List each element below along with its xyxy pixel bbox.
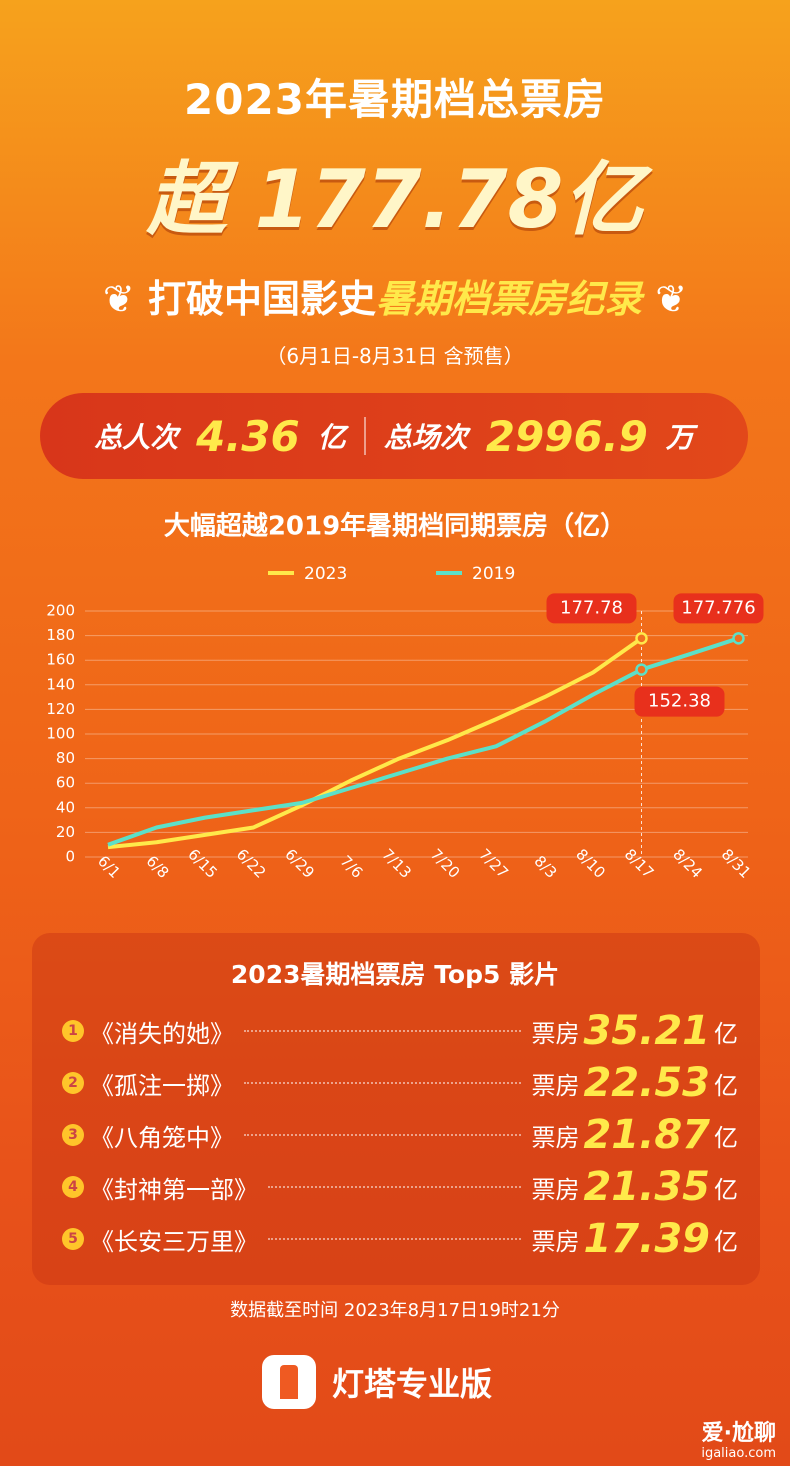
record-b: 暑期档票房纪录 [376,277,643,321]
stat-label: 总人次 [94,421,179,454]
headline: 超 177.78亿 [0,135,790,251]
data-label: 177.776 [681,597,755,618]
series-line [107,636,740,847]
y-tick-label: 180 [46,626,75,644]
film-name: 《孤注一掷》 [90,1071,234,1100]
top5-row: 5 《长安三万里》 票房 17.39 亿 [62,1216,738,1262]
stat-value: 4.36 [196,411,300,461]
series-line [107,636,643,850]
box-unit: 亿 [714,1071,738,1100]
stat-value: 2996.9 [485,411,648,461]
prefix: 超 [146,153,227,246]
end-marker [635,632,648,645]
data-label: 177.78 [560,597,623,618]
box-unit: 亿 [714,1175,738,1204]
top5-row: 4 《封神第一部》 票房 21.35 亿 [62,1164,738,1210]
box-label: 票房 [531,1019,580,1048]
period: （6月1日-8月31日 含预售） [266,344,524,368]
film-name: 《封神第一部》 [90,1175,258,1204]
stat-label: 总场次 [383,421,468,454]
box-label: 票房 [531,1175,580,1204]
x-tick-label: 6/15 [184,845,221,882]
y-tick-label: 120 [46,700,75,718]
legend-label: 2023 [304,564,347,584]
x-tick-label: 7/13 [378,845,415,882]
data-label: 152.38 [648,691,711,712]
y-tick-label: 60 [56,774,75,792]
box-label: 票房 [531,1123,580,1152]
box-label: 票房 [531,1071,580,1100]
y-tick-label: 140 [46,675,75,693]
end-marker [732,632,745,645]
x-tick-label: 8/24 [669,845,706,882]
rank: 3 [62,1124,84,1146]
unit: 亿 [563,153,644,246]
top5-row: 2 《孤注一掷》 票房 22.53 亿 [62,1060,738,1106]
legend-label: 2019 [472,564,515,584]
label-box [546,593,637,624]
top5-title: 2023暑期档票房 Top5 影片 [230,960,560,989]
brand-icon [262,1355,316,1409]
label-box [634,686,725,717]
label-box [673,593,764,624]
watermark-url: igaliao.com [701,1446,776,1461]
x-tick-label: 8/31 [718,845,755,882]
brand-name: 灯塔专业版 [332,1365,493,1403]
film-name: 《八角笼中》 [90,1123,234,1152]
y-tick-label: 80 [56,749,75,767]
dots [268,1238,522,1240]
footnote: 数据截至时间 2023年8月17日19时21分 [230,1300,560,1321]
record: ❦ 打破中国影史暑期档票房纪录 ❦ [102,277,688,321]
box-unit: 亿 [714,1123,738,1152]
separator [363,417,366,455]
rank: 5 [62,1228,84,1250]
amount: 177.78 [254,153,564,246]
rank: 4 [62,1176,84,1198]
watermark-text: 爱·尬聊 [701,1421,776,1446]
dots [244,1030,522,1032]
y-tick-label: 20 [56,823,75,841]
y-tick-label: 160 [46,651,75,669]
box-value: 35.21 [583,1008,710,1054]
top5-row: 1 《消失的她》 票房 35.21 亿 [62,1008,738,1054]
chart-title: 大幅超越2019年暑期档同期票房（亿） [164,511,626,542]
box-unit: 亿 [714,1227,738,1256]
dots [244,1082,522,1084]
y-tick-label: 40 [56,798,75,816]
x-tick-label: 8/17 [621,845,658,882]
box-value: 22.53 [583,1060,710,1106]
stat-unit: 亿 [317,421,346,454]
title: 2023年暑期档总票房 [184,75,606,124]
dots [244,1134,522,1136]
top5-row: 3 《八角笼中》 票房 21.87 亿 [62,1112,738,1158]
y-tick-label: 200 [46,602,75,620]
x-tick-label: 6/22 [233,845,270,882]
stats: 总人次 4.36 亿 总场次 2996.9 万 [40,393,748,479]
x-tick-label: 7/27 [475,845,512,882]
record-a: 打破中国影史 [147,277,376,321]
chart: 大幅超越2019年暑期档同期票房（亿） 0 20 40 60 80 100 120 140 16… [46,511,764,882]
x-tick-label: 8/10 [572,845,609,882]
dots [268,1186,522,1188]
x-tick-label: 7/20 [427,845,464,882]
brand: 灯塔专业版 [262,1355,492,1409]
box-value: 21.87 [583,1112,710,1158]
box-unit: 亿 [714,1019,738,1048]
box-label: 票房 [531,1227,580,1256]
rank: 1 [62,1020,84,1042]
box-value: 21.35 [583,1164,710,1210]
film-name: 《长安三万里》 [90,1227,258,1256]
y-tick-label: 100 [46,725,75,743]
box-value: 17.39 [583,1216,710,1262]
y-tick-label: 0 [65,848,75,866]
x-tick-label: 6/29 [281,845,318,882]
rank: 2 [62,1072,84,1094]
film-name: 《消失的她》 [90,1019,234,1048]
top5-panel [32,933,760,1285]
watermark: 爱·尬聊 igaliao.com [701,1421,776,1464]
stat-unit: 万 [665,421,694,454]
end-marker [635,663,648,676]
